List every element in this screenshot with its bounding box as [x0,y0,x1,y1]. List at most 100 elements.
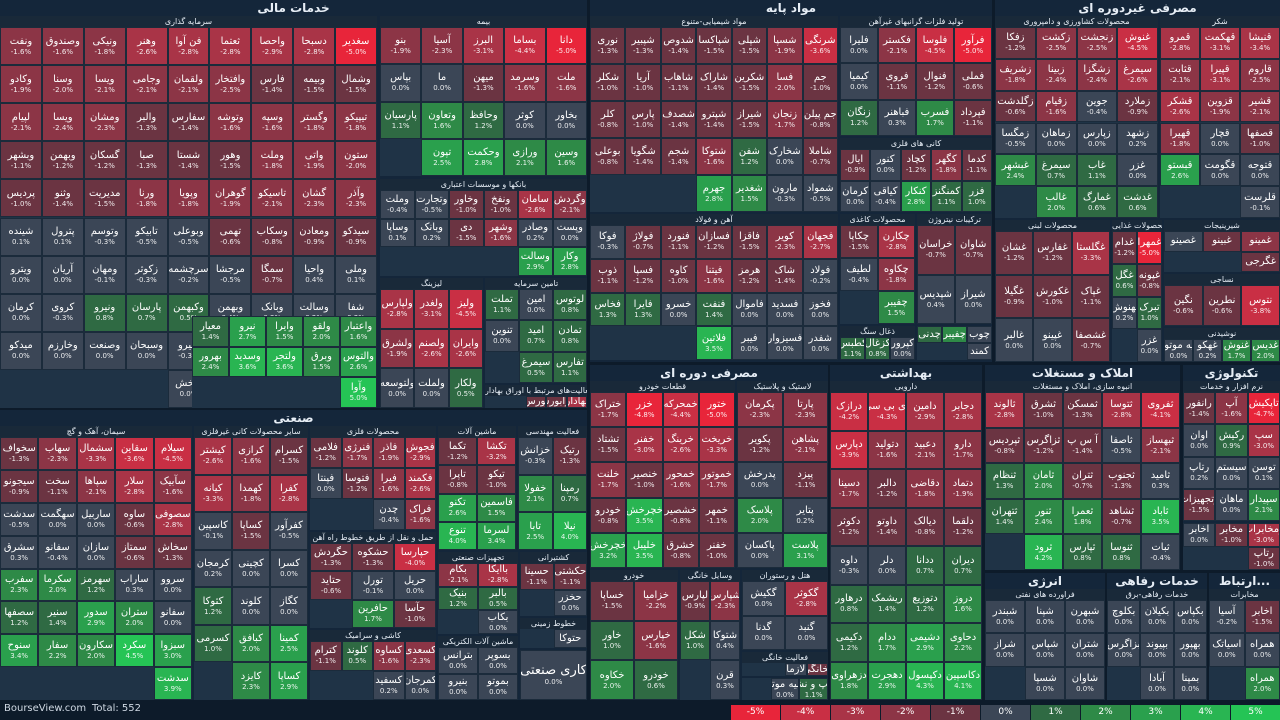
stock-tile[interactable]: غکورش -1.0% [1033,274,1072,319]
stock-tile[interactable]: بوعلی -0.8% [590,138,626,175]
stock-tile[interactable]: ثشاهد -0.7% [1102,498,1141,535]
stock-tile[interactable]: فسا -2.0% [767,64,803,101]
stock-tile[interactable]: فروی -1.1% [878,63,916,100]
stock-tile[interactable]: ستون -2.0% [335,141,377,180]
stock-tile[interactable]: وثنو -1.4% [41,179,84,218]
stock-tile[interactable]: شپبیر -1.3% [625,27,661,64]
stock-tile[interactable]: شپاس 0.0% [1025,633,1065,667]
stock-tile[interactable]: خلیبل 3.5% [626,532,663,568]
stock-tile[interactable]: بهپور 0.0% [1173,633,1207,667]
stock-tile[interactable]: کنور 0.0% [870,149,901,181]
stock-tile[interactable]: خپارس -1.6% [634,620,678,661]
stock-tile[interactable]: دکاسپین 4.1% [944,661,982,700]
stock-tile[interactable]: شاملا -0.7% [802,138,838,175]
stock-tile[interactable]: فجهان -2.7% [802,225,838,259]
stock-tile[interactable]: فیرا -1.6% [373,468,405,499]
stock-tile[interactable]: وگستر -1.8% [293,103,336,142]
stock-tile[interactable]: ثبهساز -2.1% [1141,427,1180,464]
stock-tile[interactable]: خچرخش 3.2% [590,532,627,568]
stock-tile[interactable]: ثنور 2.4% [1024,498,1063,535]
stock-tile[interactable]: خودرو -0.8% [590,497,627,533]
stock-tile[interactable]: آسیا -2.3% [421,27,463,65]
stock-tile[interactable]: زبینا -2.4% [1035,58,1077,91]
stock-tile[interactable]: وآوا 5.0% [340,377,377,408]
stock-tile[interactable]: وسالت 2.9% [518,247,553,276]
stock-tile[interactable]: تمادن 0.8% [553,320,587,352]
stock-tile[interactable]: حافرین 1.7% [352,599,394,628]
stock-tile[interactable]: ولکار 0.5% [448,368,483,408]
stock-tile[interactable]: شپنا 0.0% [1025,600,1065,634]
stock-tile[interactable]: آریا -1.0% [625,64,661,101]
stock-tile[interactable]: معیار 1.4% [192,316,229,347]
stock-tile[interactable]: ملت -1.6% [545,64,587,102]
stock-tile[interactable]: شجم -1.4% [660,138,697,175]
stock-tile[interactable]: وصادر 0.2% [518,218,553,248]
stock-tile[interactable]: سامان -2.6% [518,190,553,219]
stock-tile[interactable]: قصفها -1.0% [1240,122,1280,155]
stock-tile[interactable]: کیانه -3.3% [194,474,232,513]
stock-tile[interactable]: فپنتا 0.0% [310,468,342,499]
stock-tile[interactable]: ستران 2.0% [115,601,154,635]
stock-tile[interactable]: دکپسول 4.3% [906,661,944,700]
stock-tile[interactable]: کسرام -1.5% [270,437,308,475]
stock-tile[interactable]: خکاوه 2.0% [590,660,634,700]
stock-tile[interactable]: سازان 0.0% [76,535,116,569]
stock-tile[interactable]: غگلستا -3.3% [1071,231,1110,275]
stock-tile[interactable]: فراک -1.6% [404,499,436,530]
stock-tile[interactable]: ما 0.0% [421,64,463,102]
stock-tile[interactable]: وتجارت -0.5% [414,190,449,219]
industry-group[interactable]: مخابرات اخابر -1.5% آسیا -0.2% همراه 0.0% اسیات… [1209,589,1280,700]
stock-tile[interactable]: ثتهران 1.4% [985,498,1024,535]
stock-tile[interactable]: ولتوسعه 0.0% [380,368,415,408]
stock-tile[interactable]: وساپا 0.1% [380,218,415,248]
industry-group[interactable]: سیمان، آهک و گچ سیلام -4.5% سقاین -3.6% سشمال… [0,426,192,700]
stock-tile[interactable]: وکادو -1.9% [0,65,42,104]
stock-tile[interactable]: بخاور 0.0% [545,101,587,139]
stock-tile[interactable]: غنوش 1.7% [1222,339,1251,362]
stock-tile[interactable]: دکیمی 1.2% [830,623,868,662]
stock-tile[interactable]: غبشهر 2.4% [995,154,1036,187]
stock-tile[interactable]: فنورد -1.1% [660,225,697,259]
industry-group[interactable]: محصولات لبنی غگلستا -3.3% غفارس -1.2% غشان -1.… [995,220,1110,362]
stock-tile[interactable]: قمرو -2.8% [1160,27,1200,59]
stock-tile[interactable]: چاپ و نشر1.1% [799,678,828,700]
industry-group[interactable]: شکر قنیشا -3.4% قهکمت -3.1% قمرو -2.8% قاروم -2.… [1160,16,1280,218]
stock-tile[interactable]: رمخابرات-3.0% [1247,523,1280,547]
stock-tile[interactable]: شفن 1.2% [731,138,768,175]
stock-tile[interactable]: کدما -1.1% [961,149,992,181]
stock-tile[interactable]: البرز -3.1% [462,27,505,65]
stock-tile[interactable]: وسپه -1.6% [251,103,294,142]
stock-tile[interactable]: کوثر 0.0% [504,101,546,139]
stock-tile[interactable]: ایال -0.9% [840,149,871,181]
stock-tile[interactable]: فپرداد -1.1% [954,99,992,136]
stock-tile[interactable]: نگین -0.6% [1164,285,1203,326]
stock-tile[interactable]: گکوثر -2.8% [785,581,828,616]
stock-tile[interactable]: کطبس1.1% [840,337,865,360]
stock-tile[interactable]: کگاز 0.0% [270,587,308,625]
stock-tile[interactable]: وشهر -1.6% [483,218,518,248]
stock-tile[interactable]: ولغدر -3.1% [414,289,449,329]
stock-tile[interactable]: قچار 0.0% [1200,122,1240,155]
stock-tile[interactable]: غمینو [1241,231,1280,252]
stock-tile[interactable]: فخوز 0.0% [802,292,838,327]
stock-tile[interactable]: شتران 0.0% [1065,633,1105,667]
stock-tile[interactable]: دانا -5.0% [545,27,587,65]
stock-tile[interactable]: شپدیس 0.4% [917,274,955,324]
stock-tile[interactable]: وکار 2.8% [552,247,587,276]
stock-tile[interactable]: سیمرغ 0.7% [1035,154,1077,187]
stock-tile[interactable]: باایکا -2.8% [478,563,518,587]
stock-tile[interactable]: دیالک -0.8% [906,507,944,546]
stock-tile[interactable]: وبوعلی -0.5% [167,217,210,256]
stock-tile[interactable]: غبینو [1202,231,1242,252]
stock-tile[interactable]: خشرق -0.8% [662,532,699,568]
stock-tile[interactable]: شاک -1.4% [767,258,803,293]
stock-tile[interactable]: فلاتین 3.5% [696,326,732,360]
stock-tile[interactable]: لوتوس 0.8% [553,289,587,321]
stock-tile[interactable]: ذوب -1.1% [590,258,626,293]
stock-tile[interactable]: والتوس 2.6% [340,346,377,378]
industry-group[interactable]: تامین سرمایه لوتوس 0.8% امین 0.0% تملت 1.1% تما… [485,278,587,383]
stock-tile[interactable]: فیتنا -1.6% [696,258,732,293]
stock-tile[interactable]: آریان 0.0% [41,255,84,294]
stock-tile[interactable]: سفانو 0.0% [153,601,192,635]
stock-tile[interactable]: کثوکا 1.2% [194,587,232,625]
